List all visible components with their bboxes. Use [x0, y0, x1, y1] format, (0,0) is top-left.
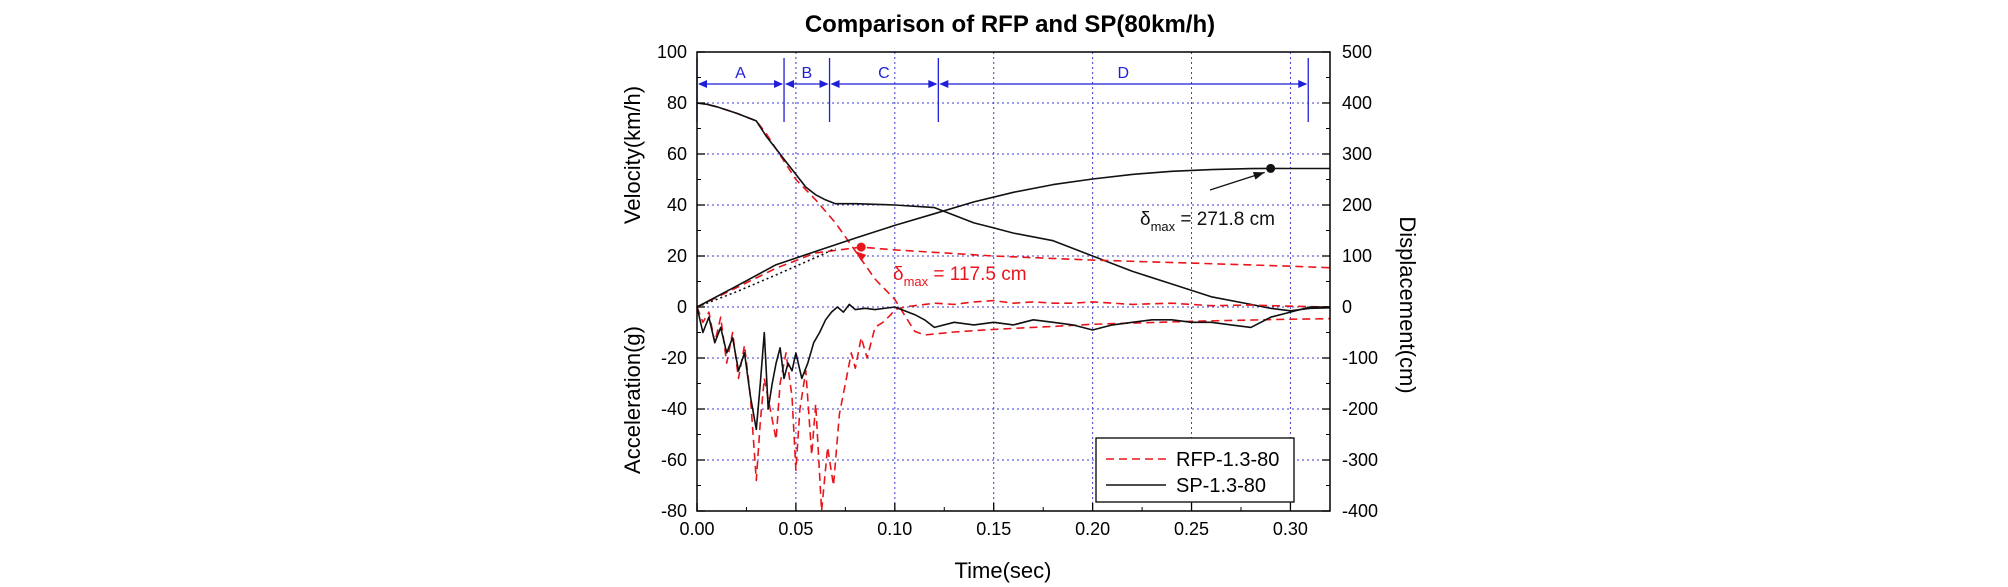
sp-1-3-80-velocity-line: [696, 102, 1331, 312]
chart-title: Comparison of RFP and SP(80km/h): [805, 11, 1215, 38]
y-left-tick-label: -40: [661, 399, 687, 419]
sp-1-3-80-displacement-line: [696, 167, 1330, 308]
x-tick-label: 0.25: [1174, 519, 1209, 539]
annotation-arrowhead: [1252, 171, 1265, 180]
y-right-tick-label: 100: [1342, 246, 1372, 266]
y-right-tick-label: -100: [1342, 348, 1378, 368]
axes: 0.00 0.05 0.10 0.15 0.20 0.25 0.30100806040200…: [657, 42, 1378, 539]
y-left-tick-label: 0: [677, 297, 687, 317]
x-axis-label: Time(sec): [955, 558, 1052, 583]
phase-arrowhead-right: [774, 80, 784, 88]
y-right-tick-label: 300: [1342, 144, 1372, 164]
y-right-tick-label: 400: [1342, 93, 1372, 113]
y-axis-label-velocity: Velocity(km/h): [620, 86, 645, 224]
x-tick-label: 0.00: [679, 519, 714, 539]
phase-label: B: [801, 65, 812, 82]
y-axis-label-acceleration: Acceleration(g): [620, 326, 645, 474]
legend-label: SP-1.3-80: [1176, 475, 1266, 497]
y-left-tick-label: 100: [657, 42, 687, 62]
annotation-arrowhead: [855, 251, 867, 262]
y-right-tick-label: 200: [1342, 195, 1372, 215]
annotations: δmax = 271.8 cm δmax = 117.5 cm: [854, 163, 1276, 289]
y-right-tick-label: 0: [1342, 297, 1352, 317]
y-left-tick-label: 20: [667, 246, 687, 266]
phase-label: C: [878, 65, 890, 82]
y-left-tick-label: 40: [667, 195, 687, 215]
y-left-tick-label: 80: [667, 93, 687, 113]
phase-markers: A B C D: [696, 58, 1309, 122]
x-tick-label: 0.05: [778, 519, 813, 539]
phase-arrowhead-left: [785, 80, 795, 88]
rfp-1-3-80-displacement-line: [696, 246, 1331, 308]
x-tick-label: 0.15: [976, 519, 1011, 539]
phase-label: A: [735, 65, 746, 82]
x-tick-label: 0.30: [1273, 519, 1308, 539]
phase-arrowhead-left: [698, 80, 707, 88]
y-right-tick-label: 500: [1342, 42, 1372, 62]
delta-max-label: δmax = 117.5 cm: [893, 264, 1027, 289]
delta-max-marker: [856, 242, 866, 252]
series-lines: [696, 102, 1331, 512]
legend-box: [1095, 437, 1295, 503]
legend: RFP-1.3-80 SP-1.3-80: [1095, 437, 1295, 503]
y-left-tick-label: -20: [661, 348, 687, 368]
x-tick-label: 0.20: [1075, 519, 1110, 539]
phase-arrowhead-left: [830, 80, 840, 88]
delta-max-label: δmax = 271.8 cm: [1140, 209, 1275, 234]
x-tick-label: 0.10: [877, 519, 912, 539]
y-left-tick-label: -60: [661, 450, 687, 470]
phase-arrowhead-right: [928, 80, 938, 88]
y-right-tick-label: -200: [1342, 399, 1378, 419]
y-right-tick-label: -400: [1342, 501, 1378, 521]
sp-1-3-80-displacement-line: [696, 247, 836, 308]
phase-arrowhead-right: [819, 80, 829, 88]
delta-max-marker: [1266, 163, 1276, 173]
y-left-tick-label: 60: [667, 144, 687, 164]
y-axis-label-displacement: Displacement(cm): [1395, 216, 1420, 393]
phase-label: D: [1118, 65, 1130, 82]
y-left-tick-label: -80: [661, 501, 687, 521]
phase-arrowhead-left: [939, 80, 949, 88]
legend-label: RFP-1.3-80: [1176, 449, 1279, 471]
sp-1-3-80-acceleration-line: [696, 303, 1330, 431]
phase-arrowhead-right: [1298, 80, 1308, 88]
y-right-tick-label: -300: [1342, 450, 1378, 470]
